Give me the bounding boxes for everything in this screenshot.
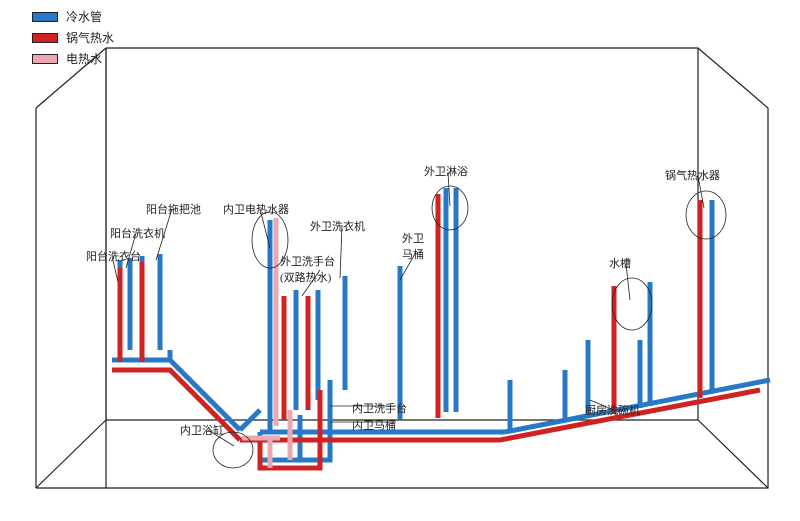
label-waiwei_linyu: 外卫淋浴 <box>424 163 468 179</box>
legend-label-cold: 冷水管 <box>66 8 102 25</box>
label-ranqi_reshuiqi: 锅气热水器 <box>665 167 720 183</box>
legend-swatch-cold <box>32 12 58 22</box>
legend-swatch-elec-hot <box>32 54 58 64</box>
legend-label-elec-hot: 电热水 <box>66 50 102 67</box>
pipes-cold <box>112 188 770 460</box>
legend-item-elec-hot: 电热水 <box>32 50 114 67</box>
label-yangtai_xiyitai: 阳台洗衣台 <box>86 248 141 264</box>
label-neiwei_dianreshuiqi: 内卫电热水器 <box>223 201 289 217</box>
label-yangtai_tuobachi: 阳台拖把池 <box>146 201 201 217</box>
diagram-canvas: 冷水管 锅气热水 电热水 阳台洗衣台阳台洗衣机阳台拖把池内卫电热水器外卫洗衣机外… <box>0 0 800 521</box>
legend-item-cold: 冷水管 <box>32 8 114 25</box>
label-neiwei_xishou: 内卫洗手台 <box>352 400 407 416</box>
label-chufang_xiwanji: 厨房洗碗机 <box>585 402 640 418</box>
legend-label-gas-hot: 锅气热水 <box>66 29 114 46</box>
label-waiwei_matong: 外卫 马桶 <box>402 230 424 262</box>
label-waiwei_xishou: 外卫洗手台 (双路热水) <box>280 253 335 285</box>
legend: 冷水管 锅气热水 电热水 <box>32 8 114 71</box>
label-shuicao: 水槽 <box>609 255 631 271</box>
label-waiwei_xiyiji: 外卫洗衣机 <box>310 218 365 234</box>
legend-swatch-gas-hot <box>32 33 58 43</box>
label-neiwei_matong: 内卫马桶 <box>352 417 396 433</box>
legend-item-gas-hot: 锅气热水 <box>32 29 114 46</box>
label-neiwei_yugang: 内卫浴缸 <box>180 422 224 438</box>
label-yangtai_xiyiji: 阳台洗衣机 <box>110 225 165 241</box>
